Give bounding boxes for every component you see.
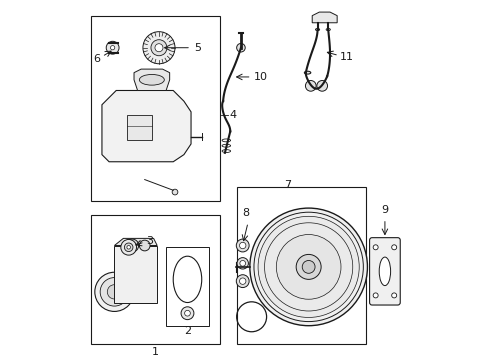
Circle shape bbox=[184, 310, 190, 316]
Circle shape bbox=[239, 242, 245, 249]
Bar bbox=[114, 246, 157, 302]
Text: 6: 6 bbox=[93, 54, 100, 64]
Ellipse shape bbox=[325, 28, 330, 31]
Circle shape bbox=[391, 293, 396, 298]
Bar bbox=[237, 187, 365, 343]
Circle shape bbox=[142, 32, 175, 64]
Ellipse shape bbox=[378, 257, 390, 285]
Bar bbox=[91, 215, 219, 343]
Circle shape bbox=[305, 81, 315, 91]
Circle shape bbox=[249, 208, 366, 326]
Circle shape bbox=[121, 239, 136, 255]
Ellipse shape bbox=[304, 71, 310, 74]
Text: 5: 5 bbox=[194, 43, 201, 53]
Circle shape bbox=[316, 81, 327, 91]
Circle shape bbox=[139, 240, 150, 251]
Circle shape bbox=[236, 275, 248, 288]
Circle shape bbox=[172, 189, 178, 195]
Polygon shape bbox=[311, 12, 336, 23]
Text: 3: 3 bbox=[146, 236, 153, 246]
Circle shape bbox=[239, 278, 245, 284]
Bar bbox=[126, 116, 152, 140]
FancyBboxPatch shape bbox=[369, 238, 399, 305]
Circle shape bbox=[236, 44, 244, 52]
Circle shape bbox=[372, 245, 377, 250]
Bar bbox=[91, 15, 219, 201]
Circle shape bbox=[95, 272, 134, 311]
Circle shape bbox=[107, 285, 122, 299]
Circle shape bbox=[372, 293, 377, 298]
Text: 2: 2 bbox=[183, 326, 191, 336]
Text: 1: 1 bbox=[152, 347, 159, 357]
Ellipse shape bbox=[139, 75, 164, 85]
Text: 4: 4 bbox=[229, 111, 236, 121]
Circle shape bbox=[110, 46, 115, 50]
Circle shape bbox=[237, 258, 248, 269]
Ellipse shape bbox=[315, 28, 319, 31]
Text: 7: 7 bbox=[283, 180, 290, 190]
Text: 11: 11 bbox=[339, 51, 353, 62]
Text: 9: 9 bbox=[381, 205, 387, 215]
Circle shape bbox=[181, 307, 194, 320]
Circle shape bbox=[391, 245, 396, 250]
Text: 8: 8 bbox=[242, 208, 249, 218]
Circle shape bbox=[151, 40, 166, 56]
Circle shape bbox=[100, 278, 128, 306]
Circle shape bbox=[240, 261, 245, 266]
Circle shape bbox=[129, 242, 135, 249]
Circle shape bbox=[296, 255, 321, 279]
Circle shape bbox=[276, 235, 340, 299]
Circle shape bbox=[236, 239, 248, 252]
Text: 10: 10 bbox=[253, 72, 267, 82]
Circle shape bbox=[258, 216, 359, 318]
Circle shape bbox=[125, 239, 139, 252]
Polygon shape bbox=[114, 238, 157, 246]
Circle shape bbox=[302, 261, 314, 273]
Circle shape bbox=[106, 41, 119, 54]
Polygon shape bbox=[102, 90, 191, 162]
Bar bbox=[166, 247, 208, 326]
Polygon shape bbox=[134, 69, 169, 90]
Circle shape bbox=[126, 246, 130, 249]
Circle shape bbox=[124, 243, 133, 252]
Circle shape bbox=[155, 44, 163, 52]
